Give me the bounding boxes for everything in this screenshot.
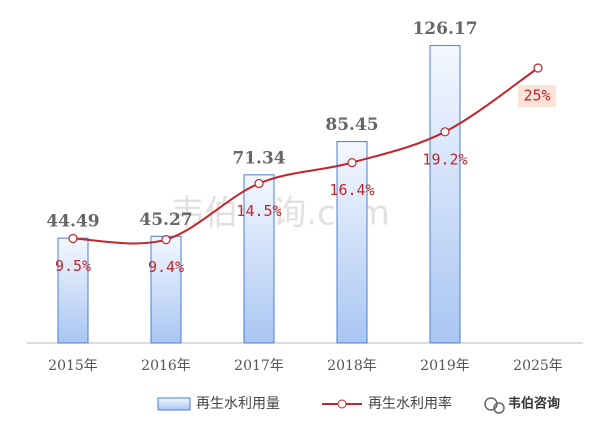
line-value-label: 16.4% (329, 181, 374, 199)
line-value-label: 9.4% (148, 258, 184, 276)
legend-marker (337, 399, 347, 409)
bar (336, 141, 368, 344)
x-tick-label: 2015年 (48, 358, 98, 374)
x-tick-label: 2018年 (327, 358, 377, 374)
bar (243, 174, 275, 344)
x-tick-label: 2025年 (513, 358, 563, 374)
bar-value-label: 85.45 (325, 115, 378, 135)
line-value-label: 14.5% (236, 202, 281, 220)
x-tick-label: 2017年 (234, 358, 284, 374)
bar-value-label: 126.17 (412, 19, 477, 39)
line-point (347, 158, 357, 168)
brand: 韦伯咨询 (508, 396, 560, 412)
line-point (533, 63, 543, 73)
legend-label: 再生水利用率 (368, 395, 452, 412)
x-tick-label: 2019年 (420, 358, 470, 374)
bar (150, 235, 182, 344)
line (72, 67, 539, 245)
line-point (254, 178, 264, 189)
line-point (68, 233, 78, 244)
label-box (518, 85, 556, 107)
bar-value-label: 71.34 (232, 148, 285, 168)
bar (429, 45, 461, 344)
bar (57, 237, 89, 344)
bar-value-label: 45.27 (139, 210, 192, 230)
legend-label: 再生水利用量 (196, 396, 280, 412)
line-point (161, 235, 171, 245)
x-tick-label: 2016年 (141, 358, 191, 374)
line-value-label: 9.5% (55, 257, 91, 275)
line-value-label: 19.2% (422, 150, 467, 168)
brand-icon (493, 402, 505, 414)
line-point (440, 127, 450, 137)
line-value-label: 25% (523, 87, 550, 105)
bar-value-label: 44.49 (46, 212, 99, 232)
legend-swatch (157, 397, 191, 411)
